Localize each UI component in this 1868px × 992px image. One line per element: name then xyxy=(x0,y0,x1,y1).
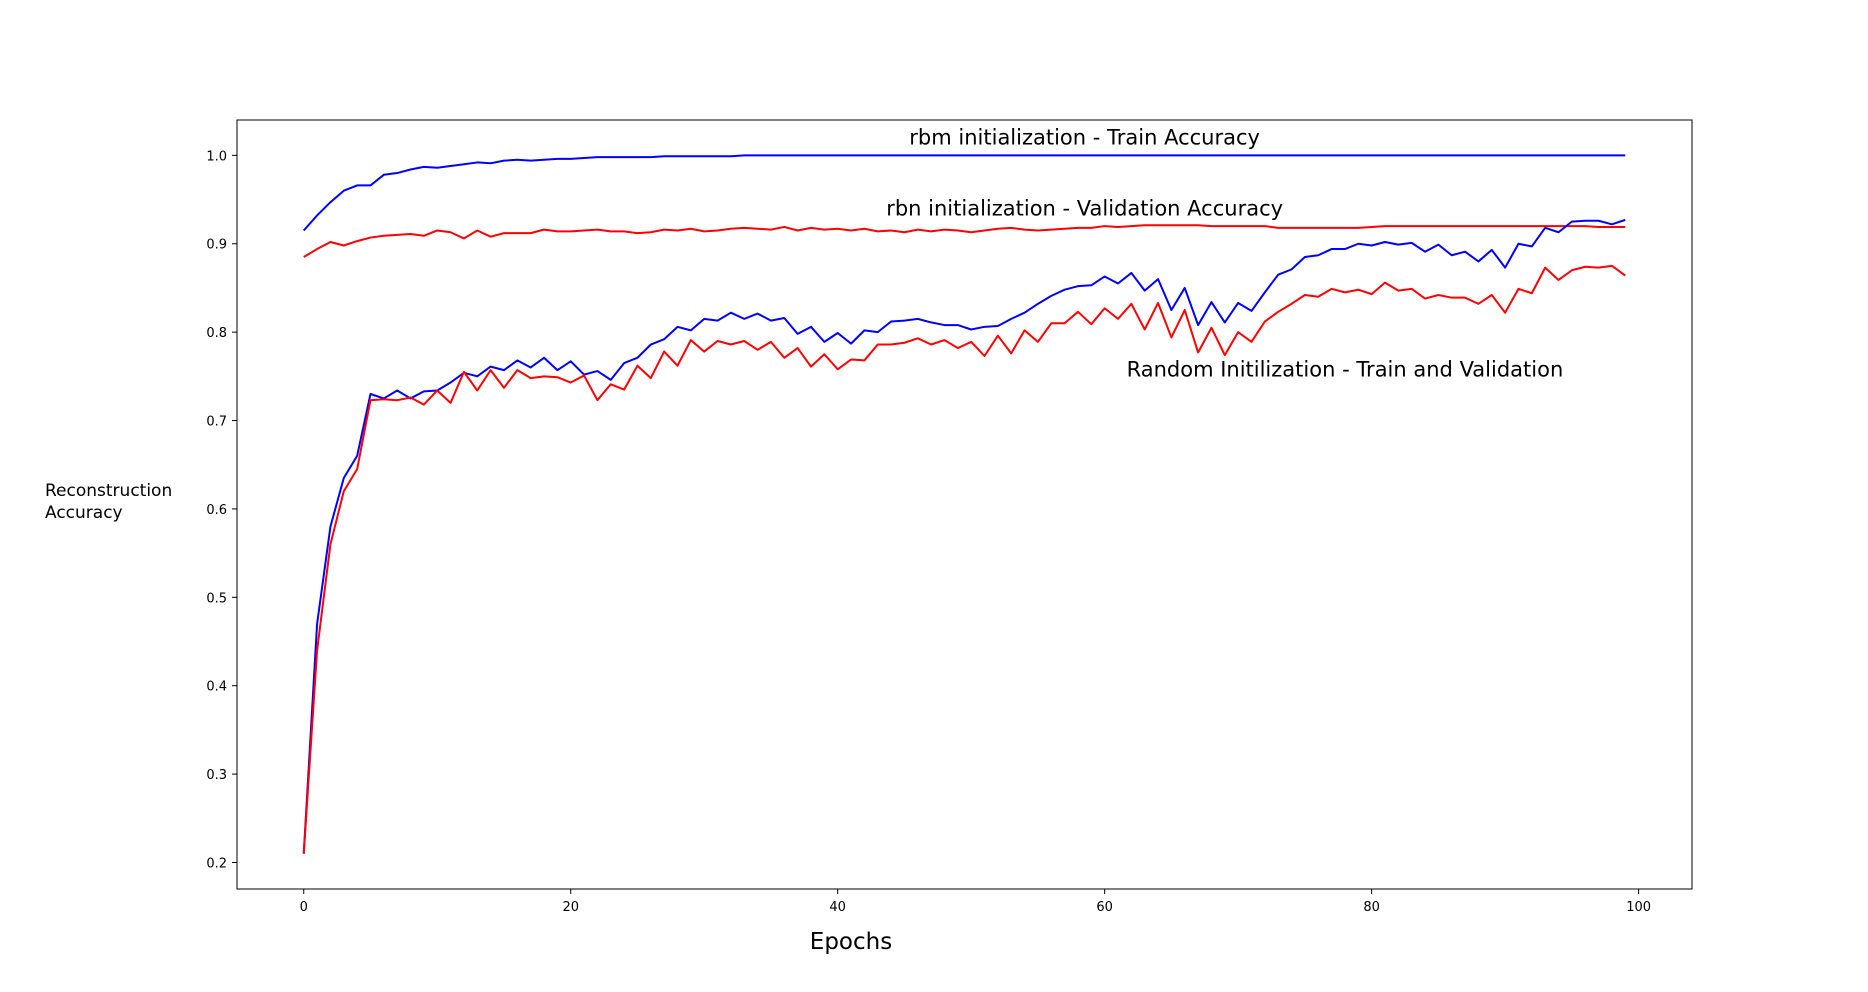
y-tick-label: 0.7 xyxy=(206,415,227,430)
x-tick-label: 0 xyxy=(300,900,308,915)
y-tick-label: 1.0 xyxy=(206,149,227,164)
x-tick-label: 40 xyxy=(829,900,846,915)
series-line-4 xyxy=(302,264,1626,854)
y-axis-label-line-1: Reconstruction xyxy=(45,481,172,501)
y-axis-ticks: 0.2 0.3 0.4 0.5 0.6 0.7 0.8 0.9 1.0 xyxy=(206,149,237,871)
annotation-3: Random Initilization - Train and Validat… xyxy=(1127,357,1564,381)
y-tick-label: 0.8 xyxy=(206,326,227,341)
x-tick-label: 100 xyxy=(1626,900,1651,915)
series-line-1 xyxy=(302,154,1626,232)
y-tick-label: 0.2 xyxy=(206,856,227,871)
series-line-2 xyxy=(303,224,1626,258)
y-tick-label: 0.6 xyxy=(206,503,227,518)
x-tick-label: 60 xyxy=(1096,900,1113,915)
x-axis-ticks: 0 20 40 60 80 100 xyxy=(300,889,1651,915)
y-tick-label: 0.5 xyxy=(206,591,227,606)
y-tick-label: 0.4 xyxy=(206,680,227,695)
y-axis-label-line-2: Accuracy xyxy=(45,503,123,523)
annotation-2: rbn initialization - Validation Accuracy xyxy=(886,196,1283,220)
plot-area-frame xyxy=(236,119,1693,890)
x-tick-label: 20 xyxy=(562,900,579,915)
x-axis-label: Epochs xyxy=(810,929,892,955)
y-tick-label: 0.9 xyxy=(206,238,227,253)
series-line-3 xyxy=(302,218,1626,854)
series-layer xyxy=(302,154,1626,854)
annotation-1: rbm initialization - Train Accuracy xyxy=(909,126,1260,150)
y-tick-label: 0.3 xyxy=(206,768,227,783)
x-tick-label: 80 xyxy=(1363,900,1380,915)
annotations: rbm initialization - Train Accuracy rbn i… xyxy=(886,126,1563,382)
